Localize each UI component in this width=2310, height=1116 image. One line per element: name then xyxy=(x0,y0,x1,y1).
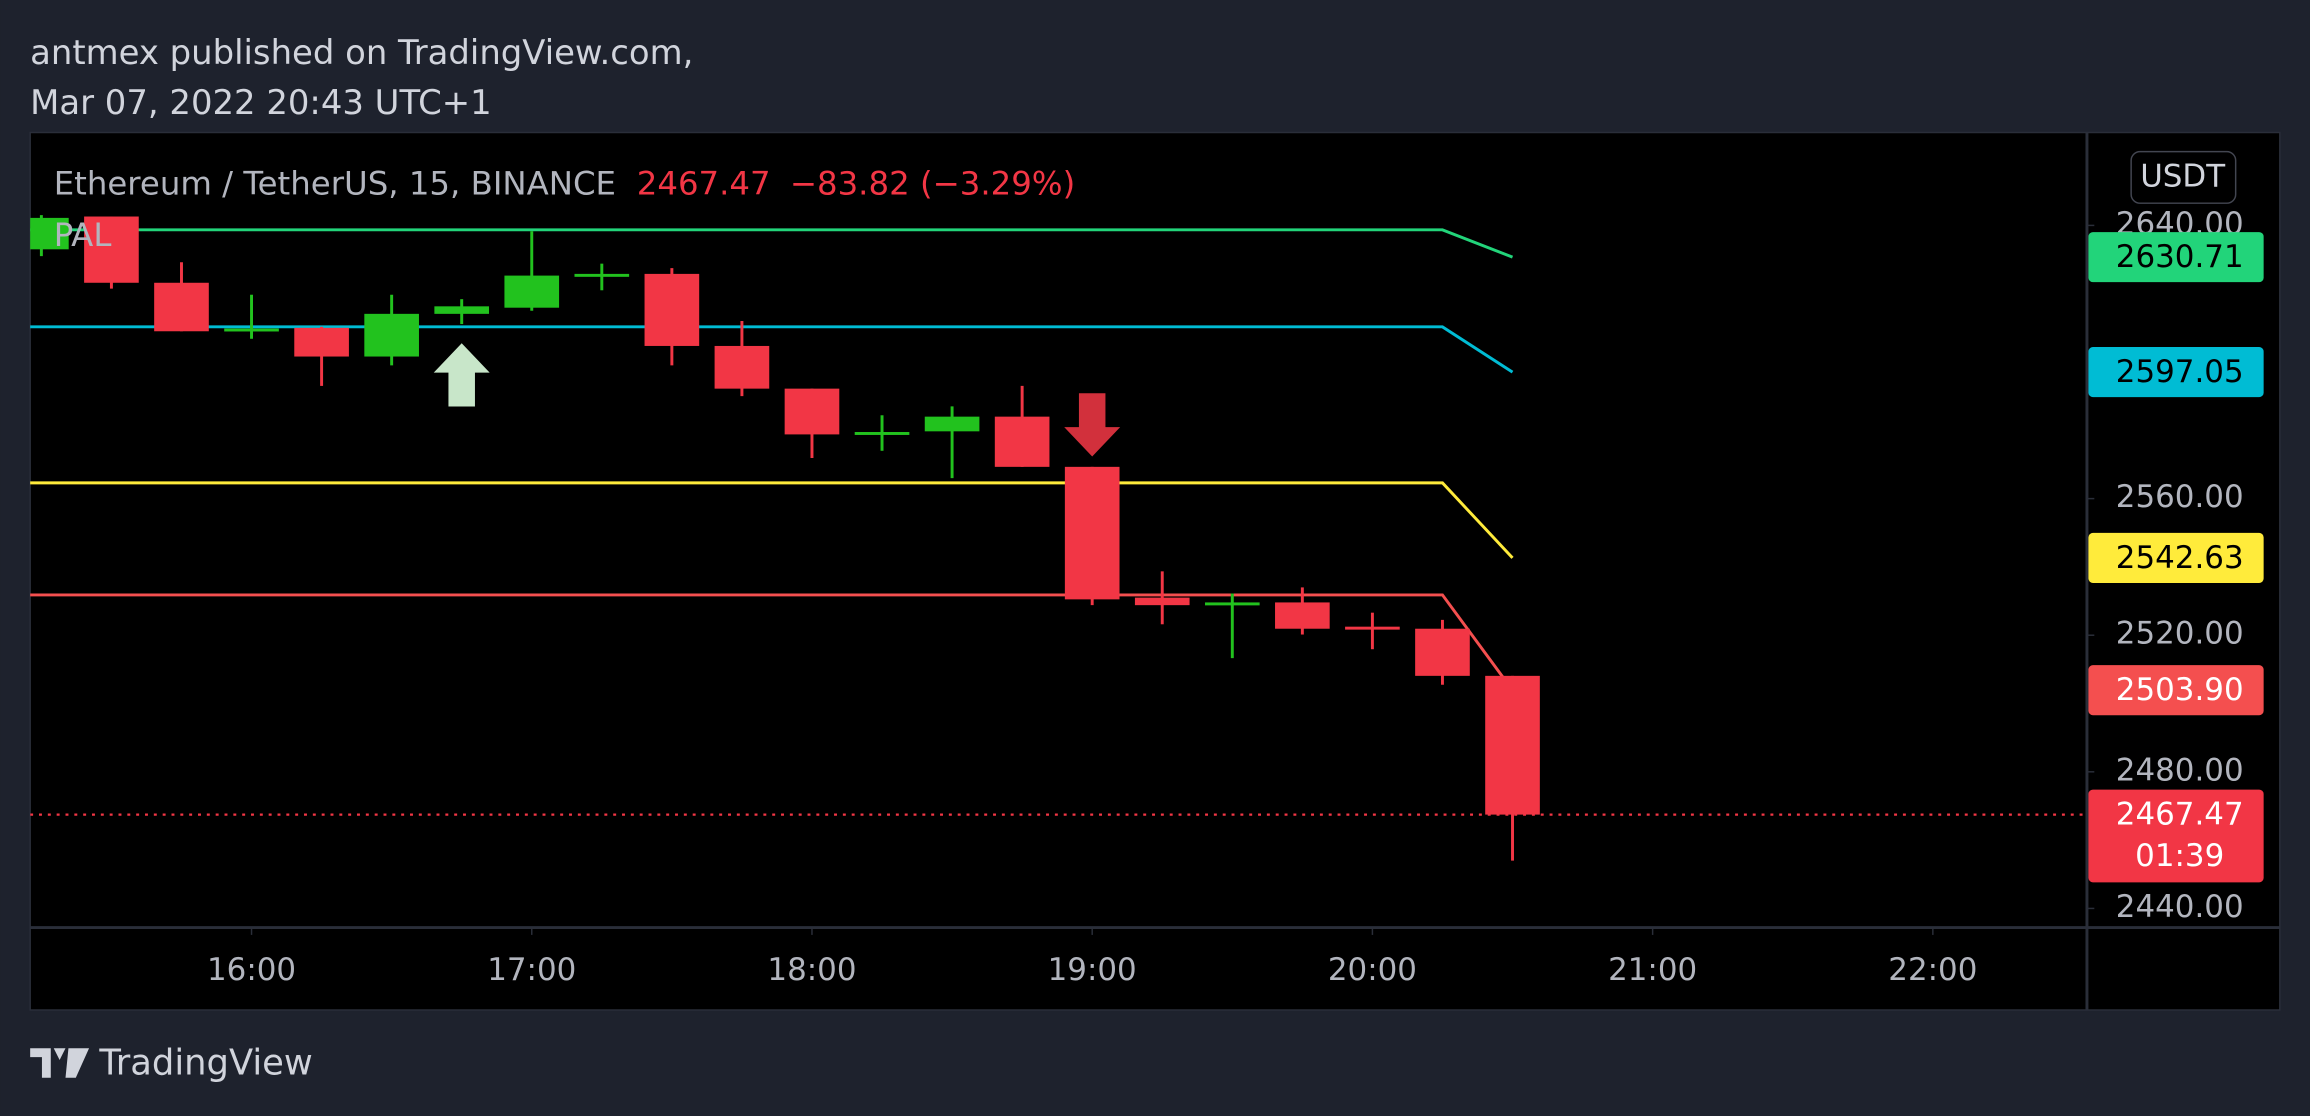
y-tick-label: 2520.00 xyxy=(2116,616,2244,652)
brand: TradingView xyxy=(98,1042,312,1083)
candle-body xyxy=(1204,602,1260,606)
x-tick-label: 20:00 xyxy=(1328,952,1417,988)
x-tick-label: 19:00 xyxy=(1048,952,1137,988)
last-price-badge xyxy=(2088,789,2264,883)
chart-frame xyxy=(29,131,2281,1011)
y-tick-label: 2560.00 xyxy=(2116,479,2244,515)
candle-body xyxy=(784,388,840,435)
currency: USDT xyxy=(2140,159,2225,195)
candle-body xyxy=(644,273,700,346)
x-tick-label: 17:00 xyxy=(487,952,576,988)
x-tick-label: 21:00 xyxy=(1608,952,1697,988)
level-line xyxy=(30,593,1514,692)
level-badge-label: 2503.90 xyxy=(2116,672,2244,708)
candle-body xyxy=(30,217,69,250)
logo xyxy=(30,1048,90,1078)
level-badge-label: 2542.63 xyxy=(2116,540,2244,576)
publish-date: Mar 07, 2022 20:43 UTC+1 xyxy=(30,83,492,122)
last-price: 2467.47 xyxy=(637,165,771,203)
currency-box xyxy=(2130,150,2237,204)
candle-body xyxy=(364,313,419,357)
level-badge-label: 2630.71 xyxy=(2116,239,2244,275)
level-badge-label: 2597.05 xyxy=(2116,354,2244,390)
indicator-name: PAL xyxy=(54,216,112,254)
candle-body xyxy=(924,416,980,432)
candle-body xyxy=(434,306,490,314)
candle-body xyxy=(854,432,910,435)
candle-body xyxy=(1485,675,1540,815)
sell-arrow xyxy=(1064,393,1121,457)
symbol: Ethereum / TetherUS, 15, BINANCE xyxy=(54,165,616,203)
candle-body xyxy=(1415,628,1470,676)
publisher: antmex published on TradingView.com, xyxy=(30,33,693,72)
buy-arrow xyxy=(433,343,490,407)
plot xyxy=(30,215,2087,861)
level-badge xyxy=(2088,232,2264,283)
y-tick-label: 2480.00 xyxy=(2116,752,2244,788)
candle-body xyxy=(294,327,349,357)
candle-body xyxy=(154,282,209,332)
level-line xyxy=(30,481,1514,559)
candle-body xyxy=(224,328,279,332)
x-tick-label: 22:00 xyxy=(1888,952,1977,988)
level-badge xyxy=(2088,347,2264,398)
candle-body xyxy=(1064,466,1120,600)
candle-body xyxy=(84,216,139,283)
candle-body xyxy=(1275,602,1330,629)
candle-body xyxy=(574,273,630,277)
price-change: −83.82 (−3.29%) xyxy=(790,165,1075,203)
level-badge xyxy=(2088,665,2264,716)
countdown: 01:39 xyxy=(2135,838,2224,874)
candle-body xyxy=(714,345,770,389)
x-tick-label: 16:00 xyxy=(207,952,296,988)
candle-body xyxy=(994,416,1050,467)
y-tick-label: 2440.00 xyxy=(2116,889,2244,925)
last-price-badge-label: 2467.47 xyxy=(2116,797,2244,833)
level-badge xyxy=(2088,532,2264,583)
x-tick-label: 18:00 xyxy=(767,952,856,988)
candle-body xyxy=(504,275,560,308)
level-line xyxy=(30,325,1514,374)
candle-body xyxy=(1345,626,1400,630)
candle-body xyxy=(1134,597,1190,606)
level-line xyxy=(30,228,1514,259)
